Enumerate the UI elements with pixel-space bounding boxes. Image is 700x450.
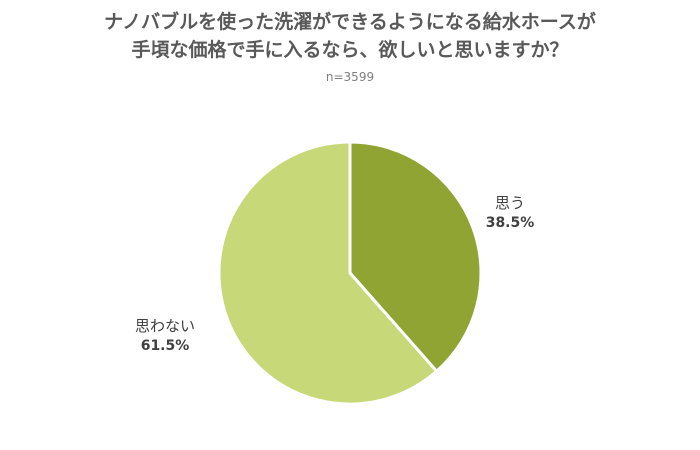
chart-title: ナノバブルを使った洗濯ができるようになる給水ホースが 手頃な価格で手に入るなら、… [0, 8, 700, 64]
chart-title-line-2: 手頃な価格で手に入るなら、欲しいと思いますか？ [131, 39, 569, 61]
chart-title-line-1: ナノバブルを使った洗濯ができるようになる給水ホースが [104, 11, 596, 33]
slice-percent-agree: 38.5% [485, 215, 535, 231]
slice-label-disagree: 思わない 61.5% [125, 316, 205, 356]
slice-name-agree: 思う [494, 194, 525, 212]
slice-percent-disagree: 61.5% [140, 338, 190, 354]
chart-subtitle: n=3599 [325, 70, 375, 84]
pie-slice-disagree [217, 140, 439, 406]
slice-name-disagree: 思わない [134, 317, 195, 335]
slice-label-agree: 思う 38.5% [470, 193, 550, 233]
pie-slice-agree [348, 140, 483, 373]
